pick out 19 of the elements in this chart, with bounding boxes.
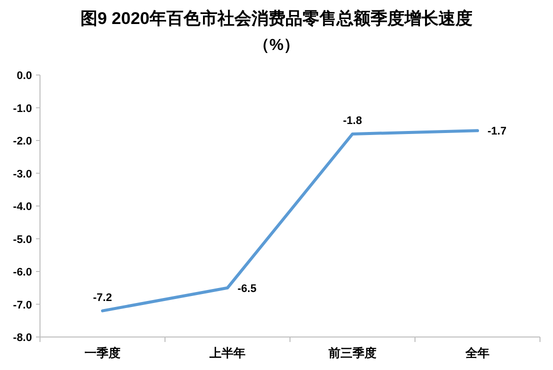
y-tick-label: 0.0 [16,70,32,82]
data-label: -6.5 [238,282,256,295]
data-label: -1.8 [343,114,362,127]
y-tick-label: -7.0 [13,299,32,312]
y-tick-label: -5.0 [13,234,32,246]
y-tick-label: -2.0 [13,136,32,148]
data-label: -1.7 [488,126,506,138]
y-tick-label: -8.0 [13,332,32,344]
y-tick-label: -4.0 [13,201,32,213]
y-tick-label: -3.0 [13,168,32,180]
x-tick-label: 前三季度 [328,346,376,360]
x-tick-label: 一季度 [84,346,120,360]
chart-title: 图9 2020年百色市社会消费品零售总额季度增长速度 [80,9,472,28]
data-label: -7.2 [93,292,112,304]
chart-subtitle: （%） [253,37,300,54]
x-tick-label: 上半年 [208,346,246,360]
y-tick-label: -1.0 [13,102,32,115]
x-tick-label: 全年 [464,346,490,360]
y-tick-label: -6.0 [13,266,32,278]
